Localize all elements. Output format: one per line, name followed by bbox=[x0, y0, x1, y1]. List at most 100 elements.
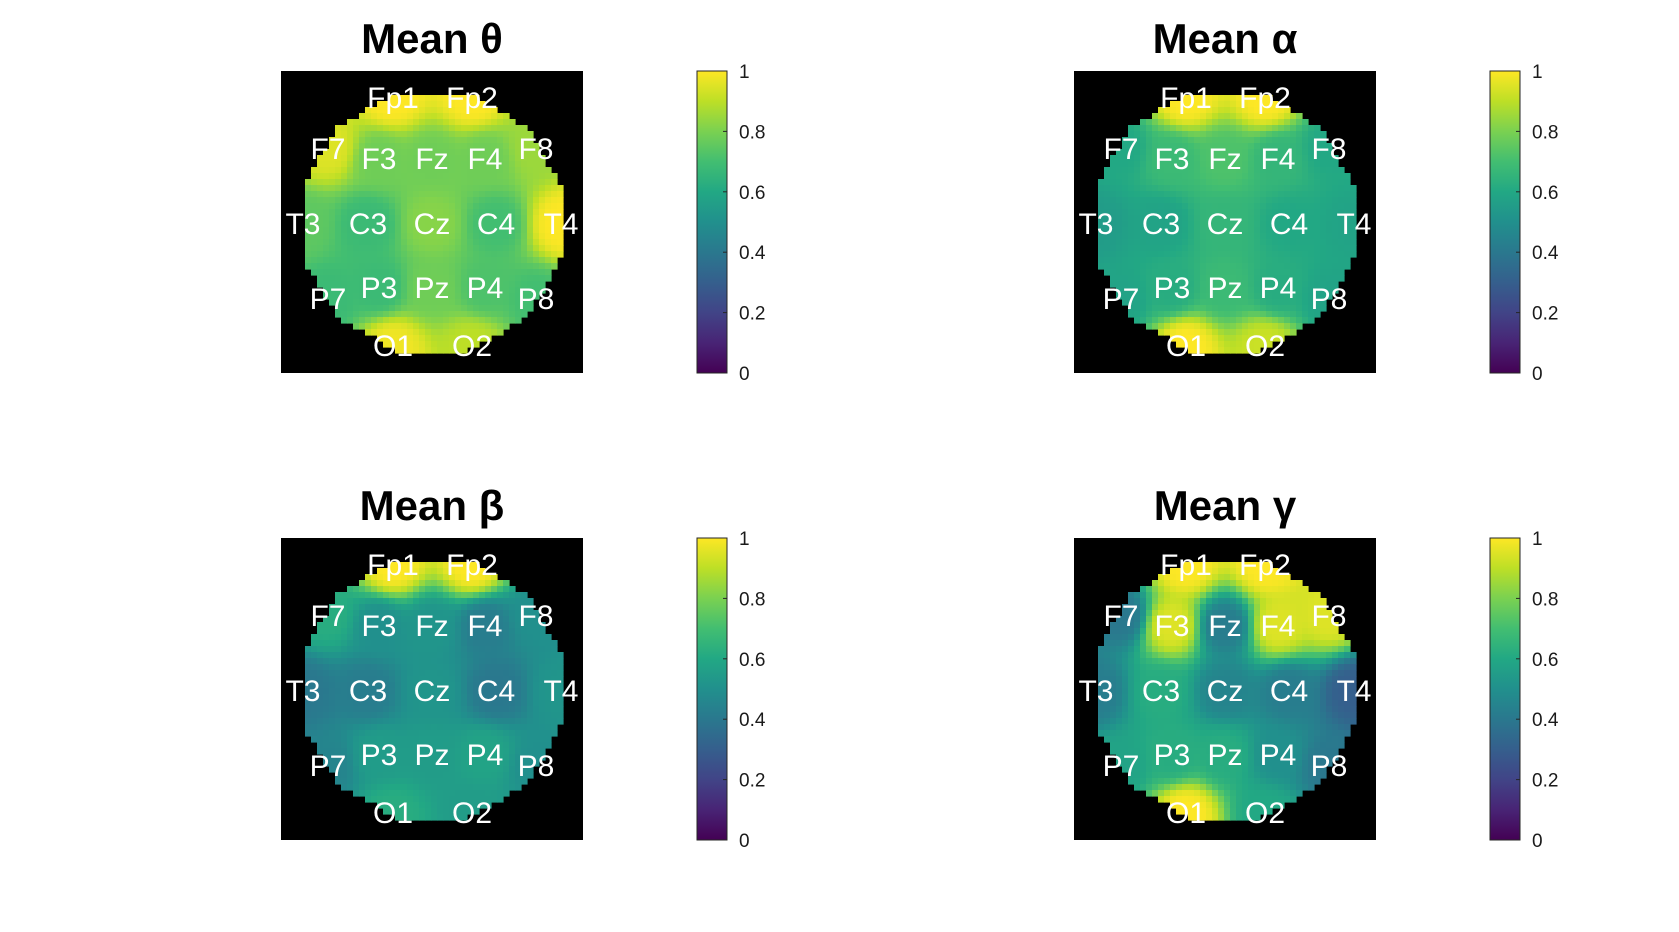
heatmap-cell bbox=[539, 221, 546, 228]
heatmap-cell bbox=[1122, 155, 1129, 162]
heatmap-cell bbox=[1290, 616, 1297, 623]
colorbar-tick-label: 1 bbox=[739, 62, 750, 83]
heatmap-cell bbox=[1200, 245, 1207, 252]
heatmap-cell bbox=[1224, 323, 1231, 330]
heatmap-cell bbox=[1200, 335, 1207, 342]
heatmap-cell bbox=[473, 269, 480, 276]
heatmap-cell bbox=[437, 209, 444, 216]
heatmap-cell bbox=[1194, 568, 1201, 575]
heatmap-cell bbox=[449, 215, 456, 222]
heatmap-cell bbox=[1314, 227, 1321, 234]
heatmap-cell bbox=[467, 227, 474, 234]
heatmap-cell bbox=[365, 598, 372, 605]
heatmap-cell bbox=[1218, 227, 1225, 234]
heatmap-cell bbox=[383, 299, 390, 306]
heatmap-cell bbox=[431, 616, 438, 623]
heatmap-cell bbox=[1170, 299, 1177, 306]
heatmap-cell bbox=[377, 305, 384, 312]
heatmap-cell bbox=[401, 239, 408, 246]
heatmap-cell bbox=[383, 802, 390, 809]
heatmap-cell bbox=[1236, 167, 1243, 174]
heatmap-cell bbox=[359, 706, 366, 713]
heatmap-cell bbox=[1164, 197, 1171, 204]
heatmap-cell bbox=[479, 652, 486, 659]
heatmap-cell bbox=[1218, 598, 1225, 605]
heatmap-cell bbox=[1290, 137, 1297, 144]
heatmap-cell bbox=[1134, 299, 1141, 306]
heatmap-cell bbox=[425, 574, 432, 581]
heatmap-cell bbox=[1170, 179, 1177, 186]
heatmap-cell bbox=[467, 808, 474, 815]
heatmap-cell bbox=[461, 161, 468, 168]
heatmap-cell bbox=[1158, 119, 1165, 126]
heatmap-cell bbox=[467, 299, 474, 306]
heatmap-cell bbox=[1128, 592, 1135, 599]
heatmap-cell bbox=[1338, 251, 1345, 258]
heatmap-cell bbox=[557, 233, 564, 240]
heatmap-cell bbox=[1200, 203, 1207, 210]
heatmap-cell bbox=[527, 640, 534, 647]
heatmap-cell bbox=[1200, 233, 1207, 240]
heatmap-cell bbox=[365, 634, 372, 641]
heatmap-cell bbox=[1266, 335, 1273, 342]
heatmap-cell bbox=[431, 263, 438, 270]
heatmap-cell bbox=[443, 107, 450, 114]
heatmap-cell bbox=[473, 646, 480, 653]
heatmap-cell bbox=[437, 682, 444, 689]
heatmap-cell bbox=[1134, 293, 1141, 300]
heatmap-cell bbox=[461, 736, 468, 743]
heatmap-cell bbox=[1170, 598, 1177, 605]
heatmap-cell bbox=[1206, 221, 1213, 228]
heatmap-cell bbox=[455, 209, 462, 216]
heatmap-cell bbox=[1194, 191, 1201, 198]
heatmap-cell bbox=[425, 323, 432, 330]
heatmap-cell bbox=[1284, 592, 1291, 599]
heatmap-cell bbox=[431, 107, 438, 114]
heatmap-cell bbox=[1200, 562, 1207, 569]
heatmap-cell bbox=[431, 185, 438, 192]
heatmap-cell bbox=[377, 592, 384, 599]
heatmap-cell bbox=[383, 257, 390, 264]
heatmap-cell bbox=[395, 814, 402, 821]
heatmap-cell bbox=[383, 676, 390, 683]
heatmap-cell bbox=[1224, 143, 1231, 150]
heatmap-cell bbox=[1152, 275, 1159, 282]
heatmap-cell bbox=[1332, 275, 1339, 282]
heatmap-cell bbox=[1248, 616, 1255, 623]
heatmap-cell bbox=[479, 586, 486, 593]
heatmap-cell bbox=[467, 700, 474, 707]
heatmap-cell bbox=[359, 700, 366, 707]
heatmap-cell bbox=[419, 101, 426, 108]
heatmap-cell bbox=[383, 293, 390, 300]
heatmap-cell bbox=[1116, 257, 1123, 264]
heatmap-cell bbox=[515, 592, 522, 599]
heatmap-cell bbox=[1182, 335, 1189, 342]
heatmap-cell bbox=[521, 772, 528, 779]
heatmap-cell bbox=[365, 766, 372, 773]
heatmap-cell bbox=[461, 730, 468, 737]
heatmap-cell bbox=[443, 245, 450, 252]
heatmap-cell bbox=[1242, 257, 1249, 264]
heatmap-cell bbox=[485, 287, 492, 294]
heatmap-cell bbox=[407, 682, 414, 689]
heatmap-cell bbox=[455, 119, 462, 126]
heatmap-cell bbox=[437, 95, 444, 102]
heatmap-cell bbox=[1236, 209, 1243, 216]
heatmap-cell bbox=[509, 748, 516, 755]
heatmap-cell bbox=[527, 652, 534, 659]
heatmap-cell bbox=[1248, 167, 1255, 174]
heatmap-cell bbox=[1224, 616, 1231, 623]
heatmap-cell bbox=[1182, 173, 1189, 180]
heatmap-cell bbox=[329, 191, 336, 198]
heatmap-cell bbox=[395, 197, 402, 204]
heatmap-cell bbox=[335, 610, 342, 617]
heatmap-cell bbox=[365, 748, 372, 755]
heatmap-cell bbox=[449, 209, 456, 216]
heatmap-cell bbox=[371, 149, 378, 156]
heatmap-cell bbox=[1320, 287, 1327, 294]
heatmap-cell bbox=[311, 676, 318, 683]
heatmap-cell bbox=[1128, 233, 1135, 240]
heatmap-cell bbox=[1224, 173, 1231, 180]
heatmap-cell bbox=[1266, 580, 1273, 587]
heatmap-cell bbox=[515, 676, 522, 683]
